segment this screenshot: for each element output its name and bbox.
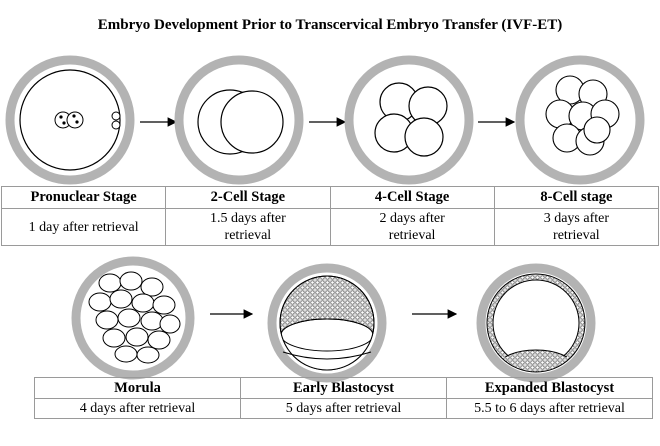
stage-time-pronuclear: 1 day after retrieval (0, 208, 167, 246)
stage-time-expanded-blastocyst: 5.5 to 6 days after retrieval (446, 398, 653, 419)
top-stage-table: Pronuclear Stage 2-Cell Stage 4-Cell Sta… (0, 186, 660, 246)
stage-name-pronuclear: Pronuclear Stage (0, 186, 167, 209)
stage-time-morula: 4 days after retrieval (34, 398, 241, 419)
stage-name-early-blastocyst: Early Blastocyst (240, 377, 447, 399)
stage-name-4-cell: 4-Cell Stage (329, 186, 495, 209)
morula-embryo (71, 256, 195, 380)
stage-time-pronuclear-text: 1 day after retrieval (28, 219, 139, 235)
stage-time-early-blastocyst: 5 days after retrieval (240, 398, 447, 419)
diagram-title: Embryo Development Prior to Transcervica… (97, 17, 563, 33)
bottom-stage-table: Morula Early Blastocyst Expanded Blastoc… (34, 377, 653, 419)
expanded-blastocyst-embryo (476, 263, 596, 383)
stage-name-2-cell: 2-Cell Stage (165, 186, 331, 209)
stage-name-8-cell: 8-Cell stage (493, 186, 660, 209)
early-blastocyst-embryo (267, 263, 387, 383)
four-cell-embryo (344, 55, 474, 185)
pronuclear-embryo (5, 55, 135, 185)
eight-cell-embryo (515, 55, 645, 185)
stage-time-8-cell-text: 3 days after retrieval (543, 211, 610, 243)
stage-time-2-cell-text: 1.5 days after retrieval (209, 211, 286, 243)
stage-time-4-cell: 2 days after retrieval (329, 208, 495, 246)
stage-time-2-cell: 1.5 days after retrieval (165, 208, 331, 246)
stage-name-morula: Morula (34, 377, 241, 399)
stage-name-expanded-blastocyst: Expanded Blastocyst (446, 377, 653, 399)
stage-time-8-cell: 3 days after retrieval (493, 208, 660, 246)
two-cell-embryo (174, 55, 304, 185)
stage-time-4-cell-text: 2 days after retrieval (379, 211, 445, 243)
